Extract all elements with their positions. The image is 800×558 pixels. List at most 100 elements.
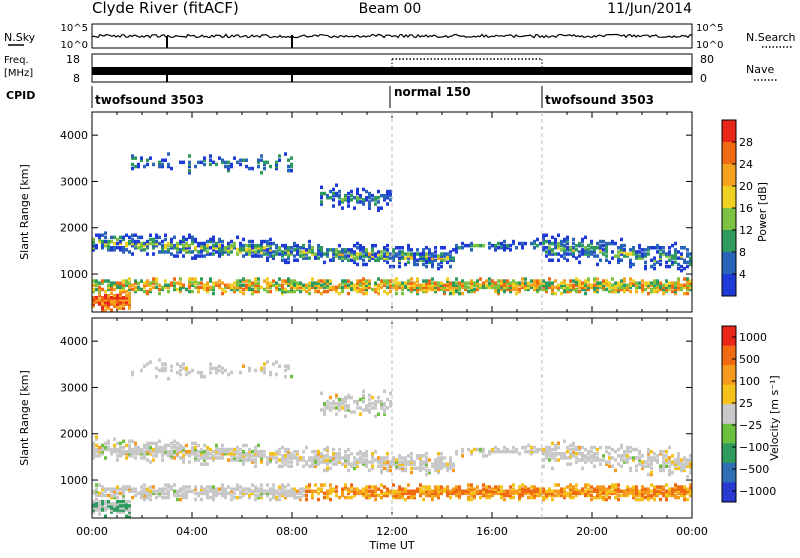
vel-cells-cell-1208	[419, 466, 422, 471]
vel-cells-cell-369	[182, 460, 185, 464]
vel-cells-cell-246	[149, 485, 152, 489]
vel-cells-cell-1453	[521, 487, 524, 491]
vel-cells-cell-16	[95, 508, 98, 512]
vel-cells-cell-1246	[431, 493, 434, 498]
vel-cells-cell-1499	[542, 489, 545, 493]
vel-cells-cell-671	[272, 493, 275, 498]
power-cells-cell-1551	[548, 248, 551, 252]
power-cells-cell-217	[137, 164, 140, 169]
vel-cells-cell-91	[110, 452, 113, 456]
vel-cells-cell-590	[248, 489, 251, 493]
power-colorbar-label-6: 28	[739, 136, 753, 149]
vel-cells-cell-1545	[557, 493, 560, 498]
power-cells-cell-182	[128, 250, 131, 254]
power-cells-cell-1729	[602, 279, 605, 283]
vel-cells-cell-1335	[464, 491, 467, 496]
vel-cells-cell-1890	[668, 491, 671, 496]
power-cells-cell-965	[353, 250, 356, 254]
vel-cells-cell-1095	[383, 408, 386, 412]
power-ytick-label-1: 2000	[60, 222, 88, 235]
vel-cells-cell-982	[356, 399, 359, 404]
vel-cells-cell-514	[221, 370, 224, 375]
vel-cells-cell-203	[137, 447, 140, 452]
vel-cells-cell-694	[278, 485, 281, 489]
power-cells-cell-1603	[563, 248, 566, 252]
vel-cells-cell-746	[290, 456, 293, 460]
power-cells-cell-1757	[611, 250, 614, 254]
vel-cells-cell-367	[182, 487, 185, 491]
power-cells-cell-894	[335, 183, 338, 187]
vel-cells-cell-730	[287, 483, 290, 487]
power-cells-cell-1668	[584, 291, 587, 296]
vel-cells-cell-1389	[488, 449, 491, 454]
vel-cells-cell-1855	[656, 454, 659, 458]
vel-cells-cell-1513	[545, 449, 548, 454]
vel-cells-cell-568	[239, 370, 242, 375]
vel-cells-cell-1615	[578, 445, 581, 450]
vel-cells-cell-1253	[434, 489, 437, 493]
power-cells-cell-879	[332, 248, 335, 252]
power-cells-cell-1893	[659, 287, 662, 292]
vel-cells-cell-578	[242, 452, 245, 456]
power-cells-cell-535	[233, 156, 236, 160]
vel-cells-cell-500	[218, 368, 221, 373]
vel-cells-cell-1319	[455, 489, 458, 493]
vel-cells-cell-1066	[377, 456, 380, 460]
vel-cells-cell-644	[263, 489, 266, 493]
power-cells-cell-1219	[419, 285, 422, 290]
power-cells-cell-1037	[368, 258, 371, 262]
vel-cells-cell-1701	[608, 485, 611, 489]
power-cells-cell-560	[242, 277, 245, 281]
power-cells-cell-1566	[551, 235, 554, 240]
power-cells-cell-119	[116, 281, 119, 285]
vel-cells-cell-1737	[620, 445, 623, 450]
power-cells-cell-1142	[395, 287, 398, 292]
vel-cells-cell-1586	[569, 452, 572, 456]
vel-cells-cell-1125	[392, 483, 395, 487]
vel-cells-cell-625	[257, 454, 260, 458]
power-cells-cell-992	[359, 256, 362, 260]
vel-cells-cell-1106	[386, 460, 389, 464]
vel-cells-cell-1846	[653, 458, 656, 462]
power-cells-cell-546	[239, 285, 242, 290]
power-cells-cell-1005	[362, 281, 365, 285]
vel-cells-cell-849	[326, 468, 329, 473]
vel-cells-cell-774	[302, 489, 305, 493]
power-cells-cell-120	[116, 246, 119, 250]
power-cells-cell-748	[290, 162, 293, 167]
power-cells-cell-415	[200, 285, 203, 290]
freq-trace	[92, 58, 692, 82]
vel-cells-cell-1567	[563, 452, 566, 456]
power-cells-cell-926	[344, 256, 347, 260]
vel-cells-cell-476	[212, 458, 215, 462]
power-cells-cell-972	[356, 283, 359, 287]
vel-cells-cell-437	[203, 489, 206, 493]
vel-cells-cell-1126	[392, 462, 395, 466]
vel-cells-cell-266	[155, 452, 158, 456]
vel-cells-cell-929	[344, 449, 347, 454]
vel-cells-cell-1870	[662, 468, 665, 473]
vel-cells-cell-1004	[362, 395, 365, 400]
power-cells-cell-1332	[452, 287, 455, 292]
power-cells-cell-1548	[548, 258, 551, 262]
power-cells-cell-1883	[656, 289, 659, 294]
power-cells-cell-639	[263, 252, 266, 256]
power-cells-cell-520	[230, 285, 233, 290]
power-cells-cell-1746	[608, 285, 611, 290]
vel-cells-cell-292	[161, 447, 164, 452]
vel-cells-cell-1904	[671, 487, 674, 491]
power-cells-cell-412	[197, 243, 200, 248]
power-cells-cell-916	[341, 252, 344, 256]
vel-cells-cell-906	[338, 404, 341, 408]
power-cells-cell-290	[161, 243, 164, 248]
power-cells-cell-956	[350, 193, 353, 198]
power-cells-cell-433	[203, 162, 206, 167]
vel-cells-cell-1329	[458, 485, 461, 489]
vel-cells-cell-720	[284, 456, 287, 460]
power-cells-cell-486	[218, 237, 221, 242]
vel-cells-cell-1739	[623, 493, 626, 498]
power-cells-cell-83	[110, 308, 113, 312]
vel-cells-cell-1537	[554, 489, 557, 493]
vel-cells-cell-53	[101, 487, 104, 491]
power-cells-cell-763	[296, 281, 299, 285]
